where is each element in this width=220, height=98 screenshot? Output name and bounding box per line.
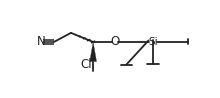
Text: Si: Si: [148, 37, 158, 47]
Text: N: N: [37, 35, 46, 48]
Text: Cl: Cl: [81, 58, 92, 71]
Polygon shape: [90, 42, 97, 62]
Text: O: O: [111, 35, 120, 48]
